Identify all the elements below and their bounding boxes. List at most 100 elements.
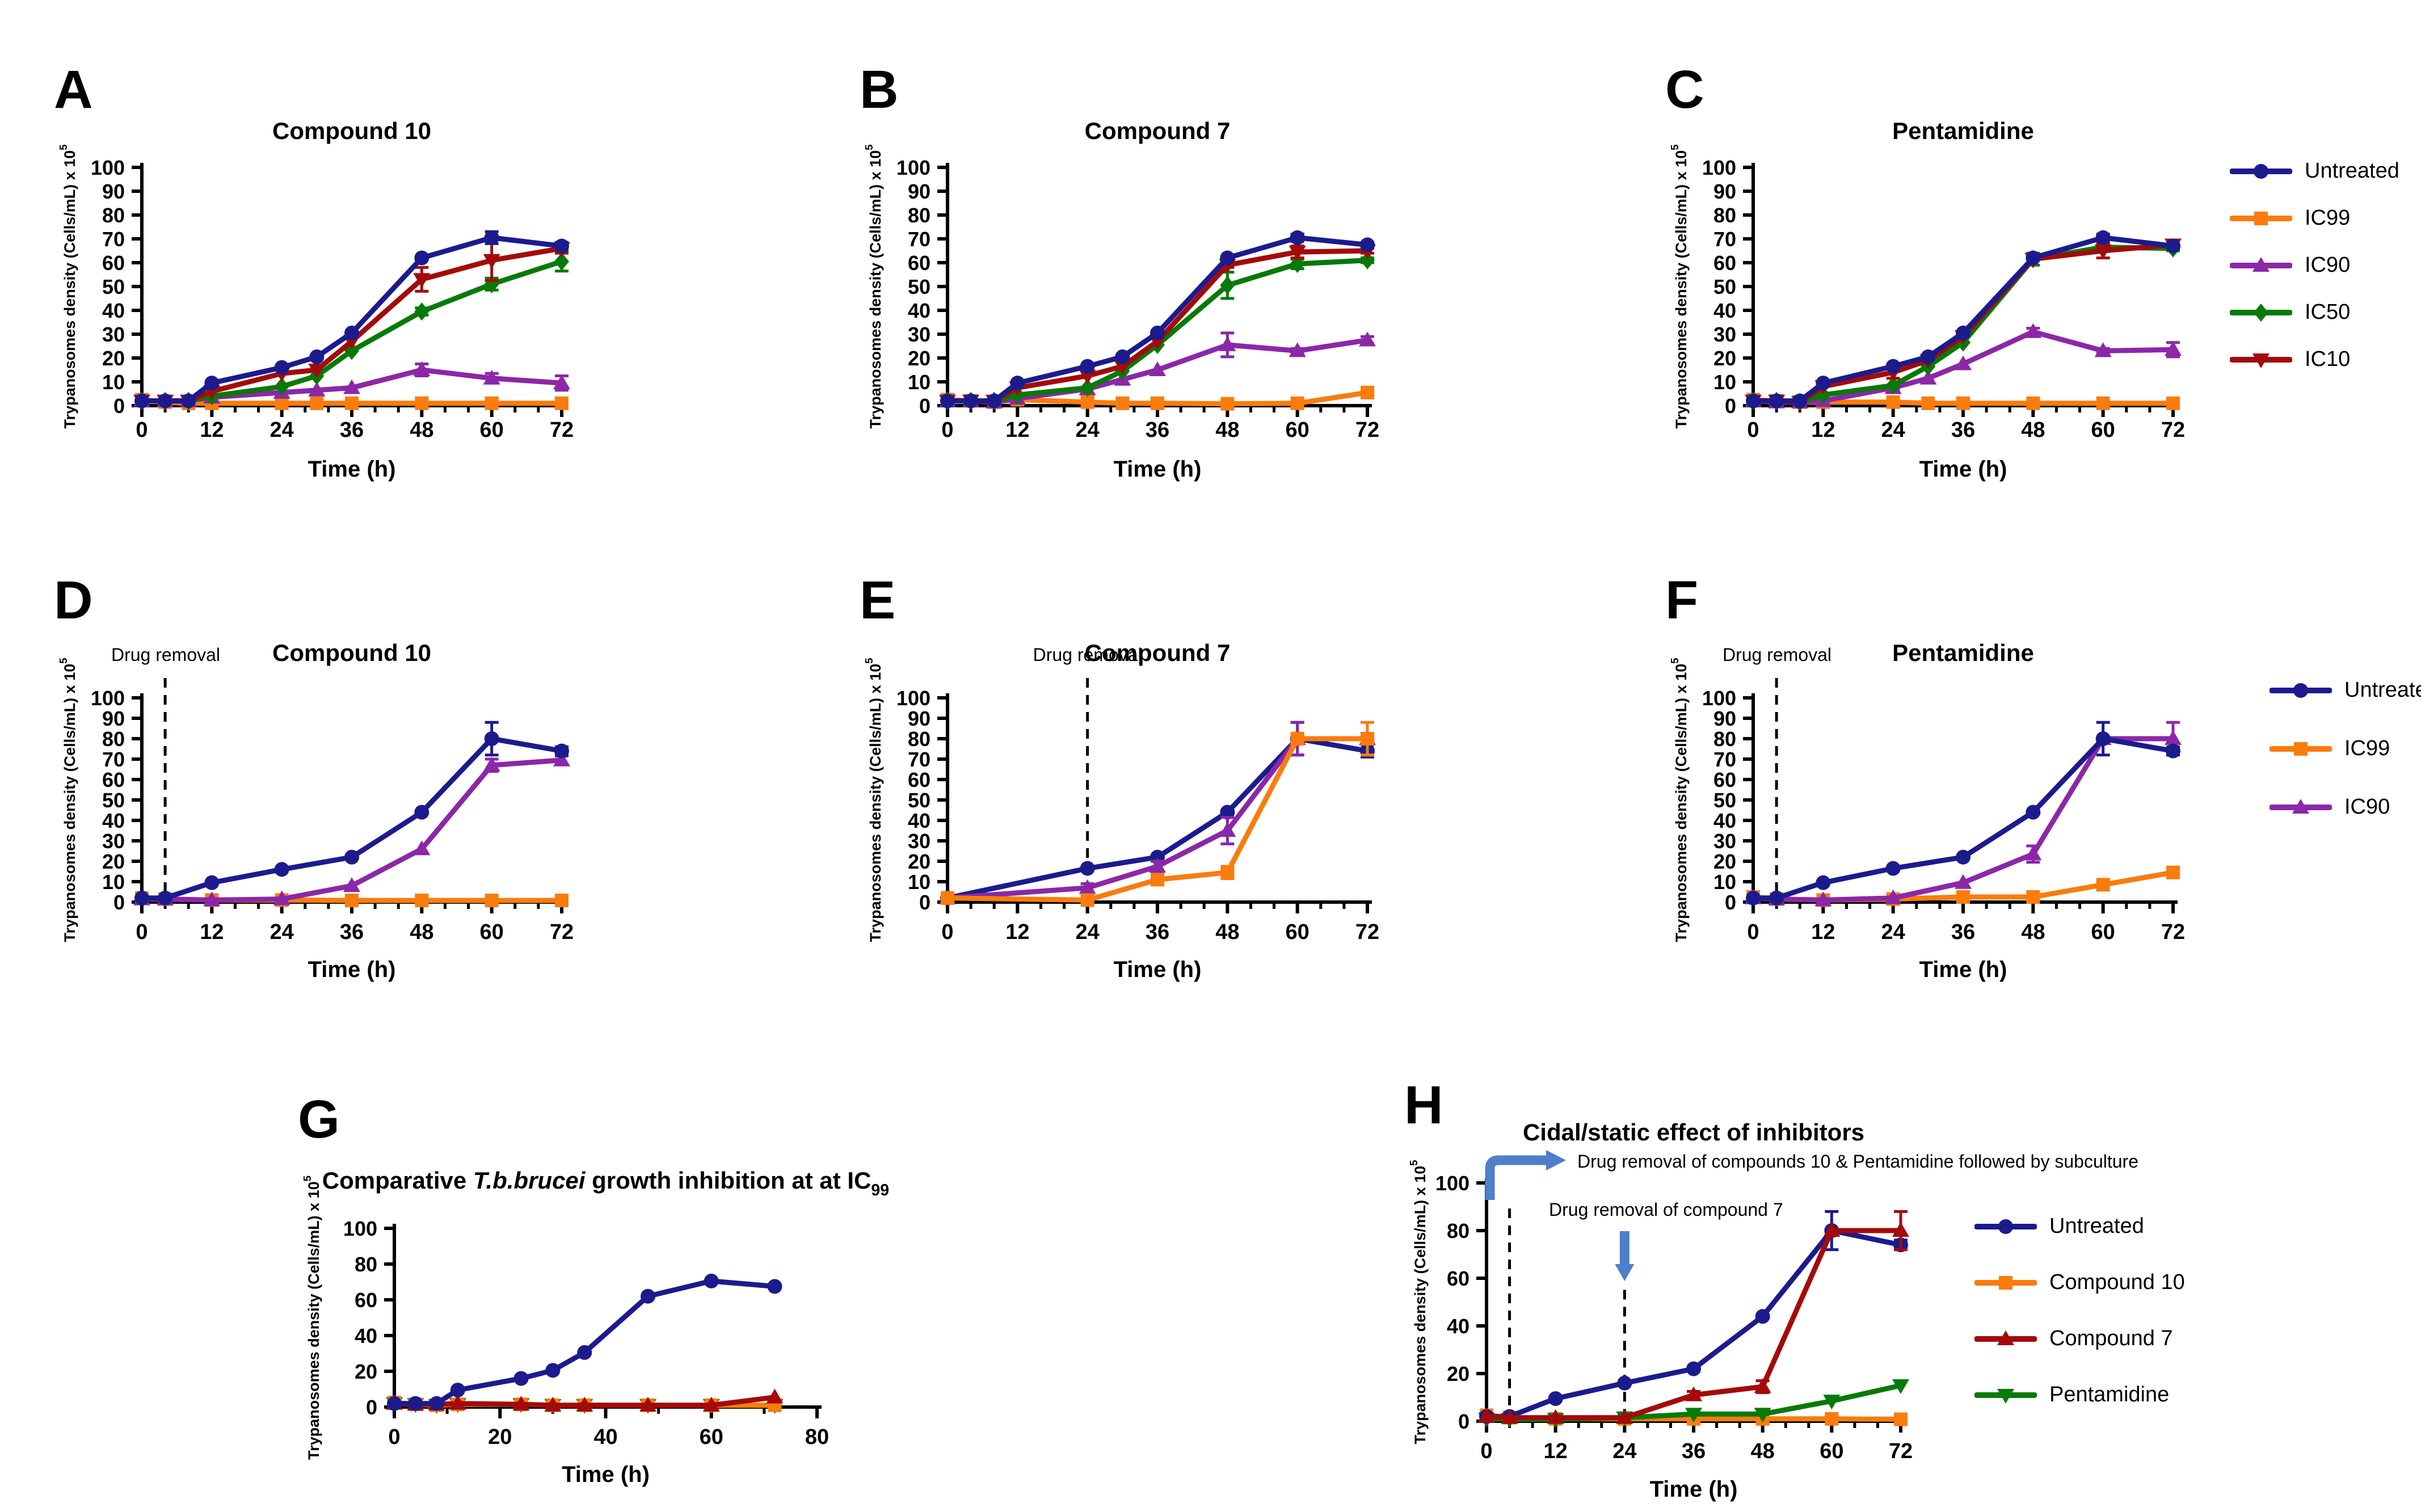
y-axis-label-C: Trypanosomes density (Cells/mL) x 105 <box>1669 145 1690 429</box>
svg-text:72: 72 <box>550 418 574 442</box>
svg-text:70: 70 <box>908 228 930 251</box>
chart-title-D: Compound 10 <box>272 639 431 666</box>
chart-title-C: Pentamidine <box>1892 117 2034 144</box>
svg-text:60: 60 <box>1286 418 1310 442</box>
svg-text:48: 48 <box>2021 418 2045 442</box>
svg-text:100: 100 <box>343 1217 377 1240</box>
svg-text:20: 20 <box>355 1360 377 1383</box>
panel-letter-F: F <box>1665 570 1698 630</box>
svg-text:30: 30 <box>1713 829 1736 853</box>
svg-text:36: 36 <box>1146 920 1169 944</box>
legend-label: Untreated <box>2305 159 2399 183</box>
svg-text:10: 10 <box>1713 870 1736 894</box>
svg-text:50: 50 <box>102 275 125 298</box>
svg-text:40: 40 <box>908 299 930 322</box>
svg-text:30: 30 <box>908 829 930 853</box>
triangle-up-marker-icon <box>2230 256 2292 272</box>
y-axis-label-E: Trypanosomes density (Cells/mL) x 105 <box>863 658 884 942</box>
svg-text:20: 20 <box>488 1425 512 1449</box>
chart-F: F Pentamidine Trypanosomes density (Cells/… <box>1665 570 2185 982</box>
svg-text:30: 30 <box>1713 323 1736 346</box>
svg-text:12: 12 <box>1544 1439 1568 1463</box>
svg-text:80: 80 <box>908 204 930 227</box>
legend-label: IC10 <box>2305 347 2351 371</box>
svg-text:70: 70 <box>102 748 125 771</box>
y-axis-label-B: Trypanosomes density (Cells/mL) x 105 <box>863 145 884 429</box>
svg-text:0: 0 <box>1480 1439 1492 1463</box>
svg-text:60: 60 <box>480 418 504 442</box>
svg-text:12: 12 <box>1811 418 1835 442</box>
svg-text:48: 48 <box>410 418 433 442</box>
svg-text:0: 0 <box>388 1425 400 1449</box>
series-ic50 <box>1746 238 2180 411</box>
svg-text:100: 100 <box>1702 156 1736 179</box>
legend-item-ic90: IC90 <box>2270 795 2421 819</box>
svg-text:60: 60 <box>1713 768 1736 791</box>
series-compound-7 <box>1478 1210 1909 1424</box>
svg-text:10: 10 <box>102 370 125 394</box>
drug-removal-label: Drug removal <box>111 645 220 665</box>
legend-item-compound-7: Compound 7 <box>1974 1326 2185 1351</box>
chart-B: B Compound 7 Trypanosomes density (Cells/m… <box>860 60 1379 482</box>
y-axis-label-A: Trypanosomes density (Cells/mL) x 105 <box>57 145 78 429</box>
legend-item-ic99: IC99 <box>2230 206 2399 230</box>
legend-ic-series: Untreated IC99 IC90 IC50 IC10 <box>2230 159 2399 394</box>
svg-text:48: 48 <box>1215 418 1239 442</box>
svg-text:40: 40 <box>1713 809 1736 832</box>
svg-text:48: 48 <box>2021 920 2045 944</box>
legend-item-untreated: Untreated <box>1974 1214 2185 1239</box>
svg-text:30: 30 <box>102 323 125 346</box>
svg-text:80: 80 <box>355 1253 377 1276</box>
legend-label: IC50 <box>2305 300 2351 324</box>
triangle-down-marker-icon <box>1974 1388 2037 1404</box>
svg-text:40: 40 <box>355 1324 377 1347</box>
panel-letter-G: G <box>298 1089 340 1149</box>
triangle-up-marker-icon <box>2270 798 2332 814</box>
svg-text:100: 100 <box>1702 686 1736 710</box>
svg-text:72: 72 <box>1355 418 1379 442</box>
svg-text:40: 40 <box>593 1425 617 1449</box>
triangle-down-marker-icon <box>2230 353 2292 368</box>
svg-text:24: 24 <box>270 920 294 944</box>
svg-text:12: 12 <box>1811 920 1835 944</box>
series-untreated <box>940 230 1375 408</box>
svg-text:10: 10 <box>102 870 125 894</box>
svg-text:0: 0 <box>919 891 930 914</box>
y-axis-label-F: Trypanosomes density (Cells/mL) x 105 <box>1669 658 1690 942</box>
svg-text:40: 40 <box>908 809 930 832</box>
series-ic99 <box>941 721 1374 907</box>
svg-text:80: 80 <box>908 727 930 751</box>
svg-text:72: 72 <box>1355 920 1379 944</box>
series-ic90 <box>133 751 570 907</box>
svg-text:70: 70 <box>1713 748 1736 771</box>
chart-D: D Compound 10 Trypanosomes density (Cells/… <box>54 570 574 982</box>
svg-text:36: 36 <box>1146 418 1169 442</box>
legend-label: IC90 <box>2305 253 2351 277</box>
x-axis-label-A: Time (h) <box>308 457 396 482</box>
svg-text:72: 72 <box>550 920 574 944</box>
series-untreated <box>1746 721 2180 905</box>
svg-text:10: 10 <box>908 370 930 394</box>
panel-comparative-inhibition: G Comparative T.b.brucei growth inhibitio… <box>278 1055 1027 1512</box>
svg-text:12: 12 <box>200 920 224 944</box>
x-axis-label-C: Time (h) <box>1919 457 2007 482</box>
chart-H: H Cidal/static effect of inhibitors Trypan… <box>1404 1075 2138 1502</box>
svg-text:60: 60 <box>1447 1267 1470 1290</box>
svg-text:12: 12 <box>200 418 224 442</box>
svg-text:50: 50 <box>908 275 930 298</box>
svg-text:0: 0 <box>113 891 125 914</box>
panel-letter-C: C <box>1665 60 1704 120</box>
chart-E: E Compound 7 Trypanosomes density (Cells/m… <box>860 570 1379 982</box>
legend-label: IC99 <box>2305 206 2351 230</box>
svg-text:0: 0 <box>941 418 953 442</box>
series-ic90 <box>1745 721 2182 907</box>
svg-text:60: 60 <box>102 768 125 791</box>
drug-removal-label: Drug removal <box>1723 645 1831 665</box>
x-axis-label-B: Time (h) <box>1114 457 1202 482</box>
annotation-compound7-removal: Drug removal of compound 7 <box>1549 1199 1783 1220</box>
panel-letter-D: D <box>54 570 93 630</box>
svg-text:0: 0 <box>1725 891 1736 914</box>
